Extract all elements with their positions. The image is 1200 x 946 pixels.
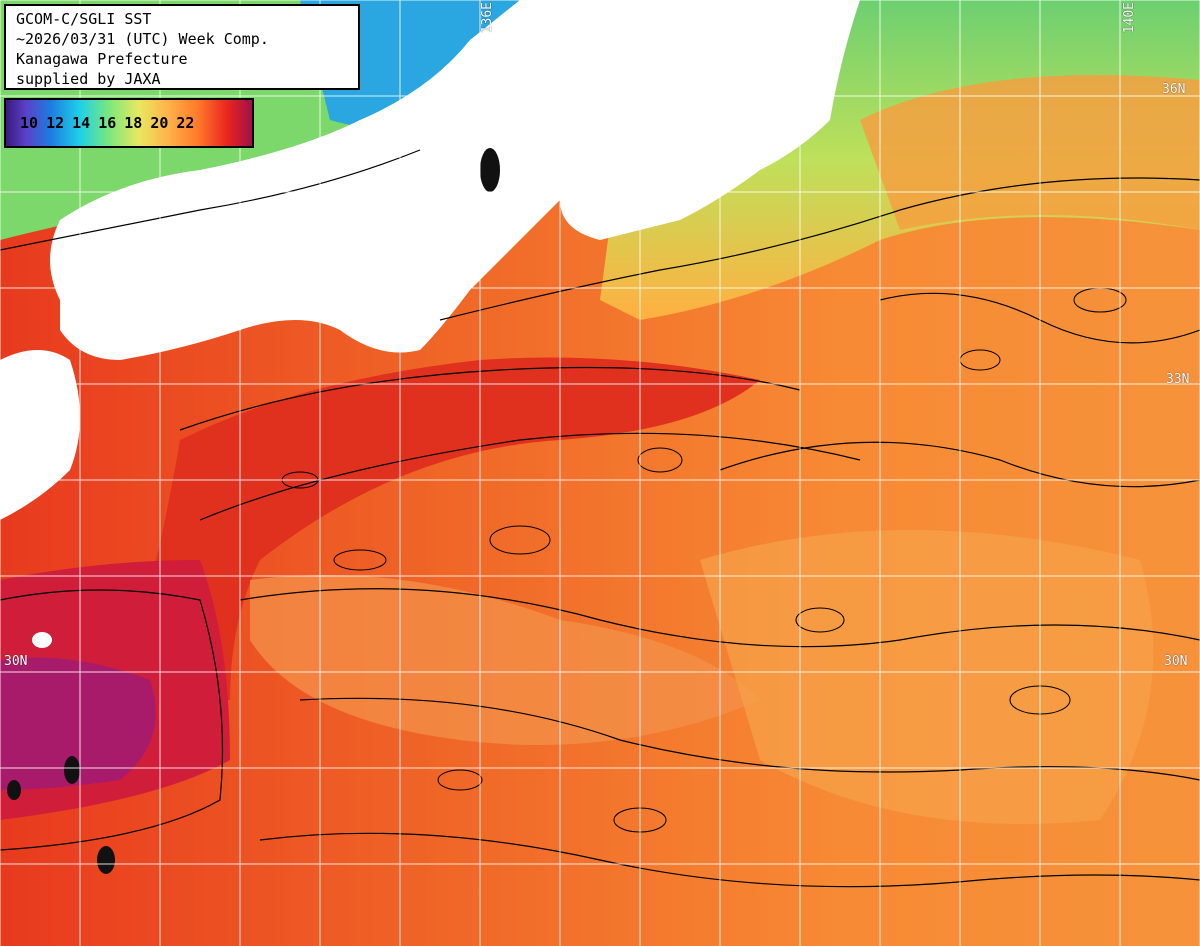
legend-tick-labels: 10 12 14 16 18 20 22 [20, 114, 202, 132]
title-line-1: GCOM-C/SGLI SST [16, 10, 152, 28]
kuroshio-current [120, 357, 760, 700]
temperature-color-legend: 10 12 14 16 18 20 22 [4, 98, 254, 148]
lon-label-140e: 140E [1122, 2, 1137, 34]
title-line-2: ~2026/03/31 (UTC) Week Comp. [16, 30, 269, 48]
pale-pool-center [250, 575, 760, 745]
legend-tick: 18 [124, 114, 143, 132]
lat-label-33n: 33N [1166, 372, 1190, 387]
legend-tick: 10 [20, 114, 39, 132]
lat-label-30n: 30N [1164, 654, 1188, 669]
legend-tick: 22 [176, 114, 195, 132]
legend-tick: 14 [72, 114, 91, 132]
islands [7, 148, 500, 874]
shikoku-land [177, 226, 345, 300]
lat-label-30n-west: 30N [4, 654, 28, 669]
warmest-core [0, 657, 156, 790]
title-line-4: supplied by JAXA [16, 70, 161, 88]
legend-tick: 12 [46, 114, 65, 132]
legend-tick: 16 [98, 114, 117, 132]
title-line-3: Kanagawa Prefecture [16, 50, 188, 68]
honshu-central-land [560, 0, 860, 240]
legend-tick: 20 [150, 114, 169, 132]
lon-label-136e: 136E [480, 2, 495, 34]
warm-offshore-ne [860, 75, 1200, 230]
lat-label-36n: 36N [1162, 82, 1186, 97]
map-title-box: GCOM-C/SGLI SST ~2026/03/31 (UTC) Week C… [4, 4, 360, 90]
